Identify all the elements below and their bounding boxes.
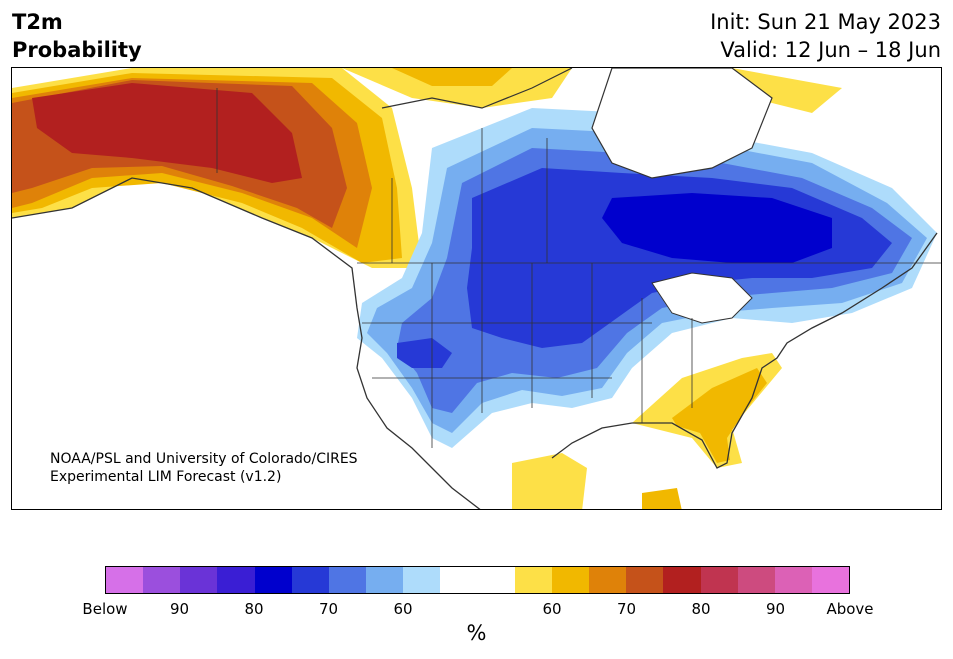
colorbar-segment (514, 567, 552, 593)
colorbar-segment (663, 567, 701, 593)
colorbar-tick-label: Above (826, 600, 874, 618)
warm-area-ne-arctic (732, 68, 842, 113)
colorbar-segment (403, 567, 441, 593)
colorbar-segment (254, 567, 292, 593)
warm-area-southeast-inner (672, 368, 767, 463)
coastline-north (381, 68, 573, 109)
init-date: Init: Sun 21 May 2023 (710, 10, 941, 34)
colorbar-segment (811, 567, 850, 593)
forecast-dates: Init: Sun 21 May 2023 Valid: 12 Jun – 18… (710, 8, 941, 64)
colorbar-segment (700, 567, 738, 593)
colorbar-segment (143, 567, 181, 593)
warm-area-alaska-80 (32, 83, 302, 183)
colorbar-segment (626, 567, 664, 593)
colorbar-tick-label: 90 (765, 600, 786, 618)
valid-range: Valid: 12 Jun – 18 Jun (720, 38, 941, 62)
colorbar-segment (737, 567, 775, 593)
colorbar-segment (589, 567, 627, 593)
colorbar-segment (366, 567, 404, 593)
probability-map-svg (12, 68, 941, 509)
colorbar-tick-label: 70 (616, 600, 637, 618)
political-borders (216, 88, 941, 448)
colorbar-tick-label: 60 (393, 600, 413, 618)
coastline-east (551, 232, 938, 469)
colorbar-segment (291, 567, 329, 593)
warm-area-north-inner (392, 68, 512, 86)
colorbar-segment (180, 567, 218, 593)
colorbar-tick-label: 80 (691, 600, 711, 618)
title-variable: T2m (12, 10, 63, 34)
cold-area-80 (602, 193, 832, 263)
colorbar-tick-label: 80 (244, 600, 264, 618)
probability-colorbar (105, 566, 850, 594)
colorbar-segment (217, 567, 255, 593)
warm-area-mexico (512, 453, 587, 509)
map-credit: NOAA/PSL and University of Colorado/CIRE… (50, 450, 358, 486)
colorbar-tick-label: 90 (169, 600, 190, 618)
warm-area-caribbean (642, 488, 682, 509)
map-title: T2m Probability (12, 8, 142, 64)
colorbar-segment (328, 567, 367, 593)
colorbar-segment (477, 567, 515, 593)
colorbar-tick-label: Below (82, 600, 128, 618)
colorbar-segment (440, 567, 478, 593)
cold-area-sw (397, 338, 452, 368)
colorbar-tick-labels: Below 90 80 70 60 60 70 80 90 Above (0, 600, 953, 620)
forecast-map: NOAA/PSL and University of Colorado/CIRE… (11, 67, 942, 510)
colorbar-tick-label: 60 (542, 600, 562, 618)
credit-line-2: Experimental LIM Forecast (v1.2) (50, 469, 282, 485)
hudson-bay (591, 68, 773, 179)
colorbar-tick-label: 70 (318, 600, 339, 618)
colorbar-segment (774, 567, 812, 593)
credit-line-1: NOAA/PSL and University of Colorado/CIRE… (50, 451, 358, 467)
great-lakes (651, 272, 753, 324)
colorbar-segment (106, 567, 144, 593)
warm-area-north (342, 68, 572, 108)
coastline-west (12, 177, 481, 509)
colorbar-segment (551, 567, 590, 593)
colorbar-unit-label: % (466, 621, 487, 645)
title-type: Probability (12, 38, 142, 62)
